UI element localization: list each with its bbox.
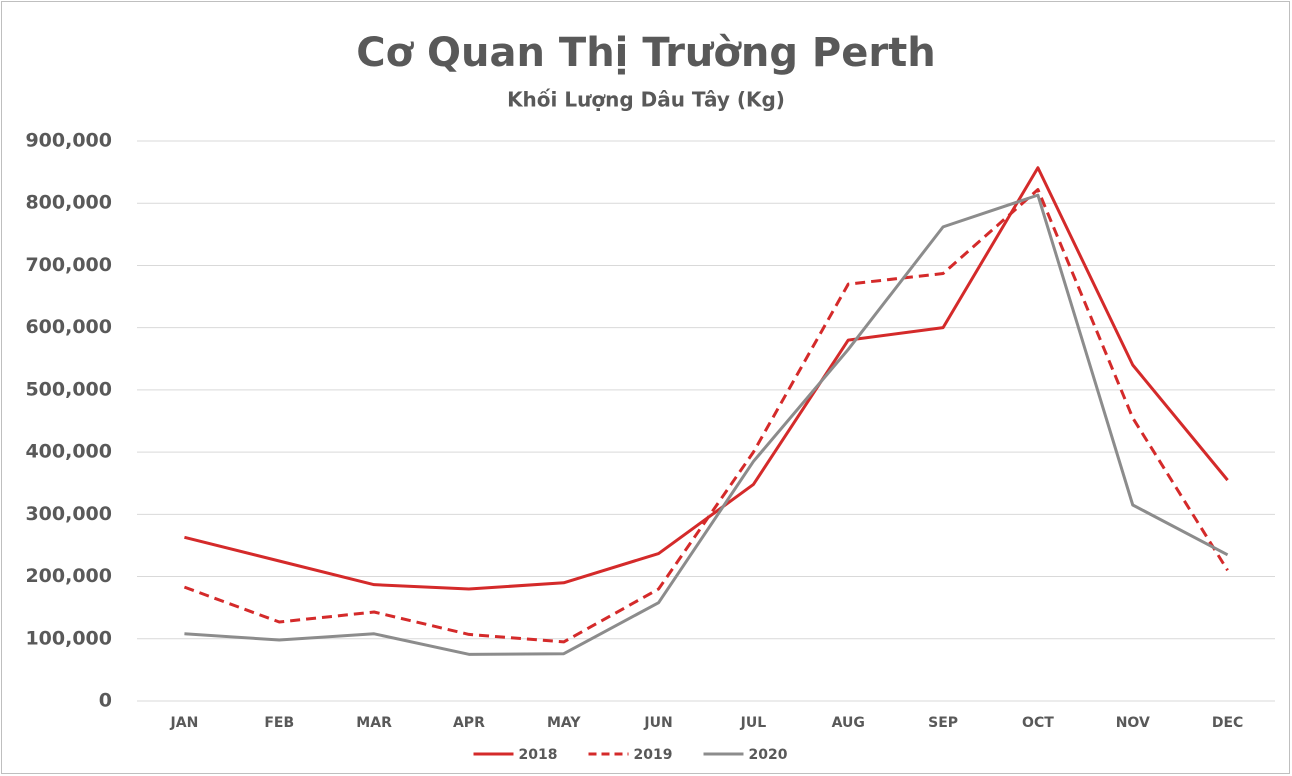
x-tick-label: JAN <box>170 715 199 731</box>
y-tick-label: 900,000 <box>25 130 112 152</box>
x-tick-label: MAR <box>356 715 392 731</box>
y-tick-label: 600,000 <box>25 316 112 338</box>
x-tick-label: SEP <box>928 715 958 731</box>
legend-label: 2019 <box>634 747 673 763</box>
y-tick-label: 700,000 <box>25 254 112 276</box>
line-series <box>184 193 1229 656</box>
x-tick-label: NOV <box>1116 715 1150 731</box>
line-series <box>183 188 1229 644</box>
x-tick-label: JUL <box>740 715 767 731</box>
x-tick-label: DEC <box>1212 715 1243 731</box>
legend-label: 2018 <box>519 747 558 763</box>
x-tick-label: MAY <box>547 715 581 731</box>
y-tick-label: 300,000 <box>25 503 112 525</box>
y-tick-label: 100,000 <box>25 627 112 649</box>
y-tick-label: 0 <box>99 690 112 712</box>
x-tick-label: FEB <box>264 715 294 731</box>
y-tick-label: 800,000 <box>25 192 112 214</box>
legend-label: 2020 <box>749 747 788 763</box>
x-tick-label: JUN <box>643 715 672 731</box>
y-tick-label: 400,000 <box>25 441 112 463</box>
x-tick-label: OCT <box>1022 715 1054 731</box>
y-tick-label: 500,000 <box>25 378 112 400</box>
chart-title: Cơ Quan Thị Trường Perth <box>356 30 935 76</box>
x-tick-label: APR <box>453 715 485 731</box>
y-tick-label: 200,000 <box>25 565 112 587</box>
x-tick-label: AUG <box>832 715 865 731</box>
chart-subtitle: Khối Lượng Dâu Tây (Kg) <box>507 88 785 112</box>
